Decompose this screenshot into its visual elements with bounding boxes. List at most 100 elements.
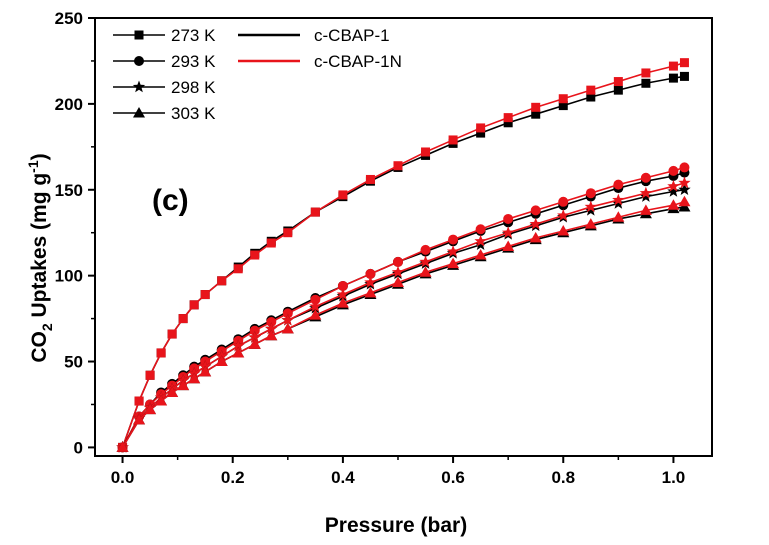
square-marker xyxy=(476,123,486,133)
series-c-cbap-1-293k xyxy=(117,167,690,453)
star-marker xyxy=(557,209,570,221)
x-tick-label: 1.0 xyxy=(662,468,686,487)
y-axis-label-sup: -1 xyxy=(25,160,41,173)
circle-marker xyxy=(613,179,624,190)
square-marker xyxy=(679,71,689,81)
series-c-cbap-1n-293k xyxy=(117,162,690,453)
panel-label: (c) xyxy=(152,184,189,217)
square-marker xyxy=(558,101,568,111)
y-axis-label-sub: 2 xyxy=(39,323,55,331)
square-marker xyxy=(393,161,403,171)
triangle-marker xyxy=(639,204,652,215)
triangle-marker xyxy=(281,322,294,334)
triangle-marker xyxy=(215,355,228,367)
legend-entry-temperature: 303 K xyxy=(113,104,216,123)
triangle-marker xyxy=(199,365,212,377)
square-marker xyxy=(503,118,513,128)
circle-marker xyxy=(679,162,690,173)
triangle-marker xyxy=(116,441,129,452)
series-line xyxy=(121,75,685,448)
square-marker xyxy=(266,238,276,248)
y-tick-label: 100 xyxy=(55,267,83,286)
legend-entry-temperature: 273 K xyxy=(113,26,216,45)
star-marker xyxy=(265,322,278,335)
square-marker xyxy=(641,68,651,78)
legend-label: 303 K xyxy=(171,104,216,123)
legend-entry-temperature: 293 K xyxy=(113,52,216,71)
circle-marker xyxy=(282,308,293,319)
triangle-marker xyxy=(557,224,570,236)
square-marker xyxy=(503,113,513,123)
series-c-cbap-1n-303k xyxy=(116,195,691,452)
x-tick-label: 0.6 xyxy=(441,468,465,487)
circle-marker xyxy=(266,317,277,328)
y-axis-label-rest: Uptakes (mg g xyxy=(28,173,51,324)
star-marker xyxy=(639,190,653,202)
legend-label: c-CBAP-1N xyxy=(314,52,402,71)
square-marker xyxy=(531,102,541,112)
triangle-marker xyxy=(155,395,168,406)
star-marker xyxy=(612,193,625,206)
series-line xyxy=(121,201,685,448)
circle-marker xyxy=(310,294,321,305)
circle-marker xyxy=(448,234,459,245)
square-marker xyxy=(310,207,320,217)
legend-label: 293 K xyxy=(171,52,216,71)
star-marker xyxy=(529,217,542,230)
triangle-marker xyxy=(474,249,487,260)
star-marker xyxy=(232,339,245,352)
triangle-marker xyxy=(336,297,349,308)
legend-entry-material: c-CBAP-1 xyxy=(238,26,390,45)
star-marker xyxy=(612,197,625,209)
triangle-marker xyxy=(166,386,179,397)
star-marker xyxy=(281,313,294,326)
star-marker xyxy=(474,238,487,250)
series-layer xyxy=(116,58,691,453)
circle-marker xyxy=(530,205,541,216)
square-marker xyxy=(167,329,177,339)
y-axis-label: CO2 Uptakes (mg g-1) xyxy=(25,153,55,362)
square-marker xyxy=(338,190,348,200)
circle-marker xyxy=(503,213,514,224)
y-tick-label: 150 xyxy=(55,181,83,200)
star-marker xyxy=(639,186,653,199)
star-marker xyxy=(132,80,146,93)
star-marker xyxy=(667,184,680,197)
triangle-marker xyxy=(188,372,201,384)
square-marker xyxy=(586,92,596,102)
series-c-cbap-1-273k xyxy=(118,71,689,452)
square-marker xyxy=(668,61,678,71)
triangle-marker xyxy=(447,257,460,269)
square-marker xyxy=(668,73,678,83)
triangle-marker xyxy=(248,338,261,349)
star-marker xyxy=(391,265,405,278)
y-tick-label: 50 xyxy=(64,353,83,372)
triangle-marker xyxy=(584,218,597,229)
star-marker xyxy=(501,226,515,238)
legend-label: 273 K xyxy=(171,26,216,45)
triangle-marker xyxy=(144,403,157,415)
y-tick-label: 200 xyxy=(55,95,83,114)
square-marker xyxy=(283,228,293,238)
star-marker xyxy=(446,245,460,257)
star-marker xyxy=(248,330,261,343)
square-marker xyxy=(531,109,541,119)
y-tick-label: 250 xyxy=(55,9,83,28)
square-marker xyxy=(365,174,375,184)
square-marker xyxy=(586,85,596,95)
square-marker xyxy=(233,264,243,274)
circle-marker xyxy=(420,244,431,255)
circle-marker xyxy=(585,188,596,199)
x-axis-label: Pressure (bar) xyxy=(325,514,467,537)
square-marker xyxy=(134,30,144,40)
square-marker xyxy=(189,300,199,310)
circle-marker xyxy=(668,165,679,176)
triangle-marker xyxy=(529,231,542,243)
x-tick-label: 0.0 xyxy=(111,468,135,487)
legend-label: c-CBAP-1 xyxy=(314,26,390,45)
square-marker xyxy=(156,348,166,358)
x-tick-label: 0.2 xyxy=(221,468,245,487)
star-marker xyxy=(678,176,691,189)
triangle-marker xyxy=(678,195,691,207)
series-line xyxy=(121,166,685,448)
